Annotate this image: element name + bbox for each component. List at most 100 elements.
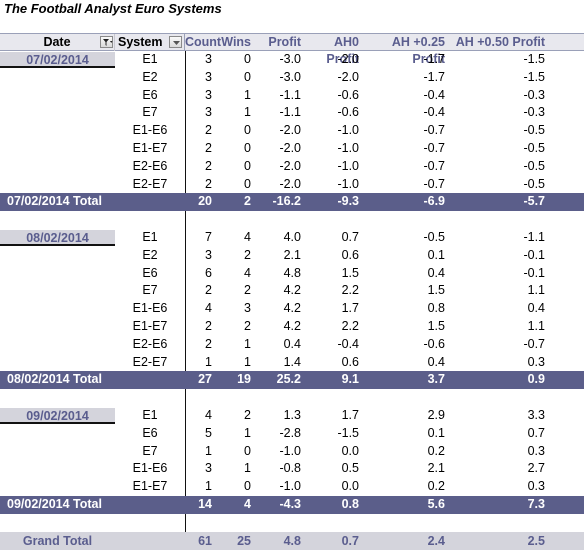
wins-cell[interactable]: 4 (244, 229, 251, 244)
system-cell[interactable]: E7 (142, 443, 158, 458)
system-cell[interactable]: E2 (142, 69, 158, 84)
ah0-total-cell[interactable]: 0.8 (341, 496, 359, 511)
ah50-cell[interactable]: 0.3 (527, 354, 545, 369)
subtotal-label[interactable]: 09/02/2014 Total (7, 496, 102, 511)
count-cell[interactable]: 3 (205, 247, 212, 262)
ah0-cell[interactable]: 0.0 (341, 479, 359, 494)
ah25-cell[interactable]: -0.7 (423, 123, 445, 138)
ah0-cell[interactable]: 1.7 (341, 301, 359, 316)
count-total-cell[interactable]: 14 (198, 496, 212, 511)
ah25-cell[interactable]: 1.5 (427, 318, 445, 333)
ah0-cell[interactable]: -1.5 (337, 425, 359, 440)
count-cell[interactable]: 3 (205, 52, 212, 66)
wins-cell[interactable]: 2 (244, 283, 251, 298)
ah0-cell[interactable]: -2.0 (337, 69, 359, 84)
system-cell[interactable]: E2 (142, 247, 158, 262)
profit-cell[interactable]: 0.4 (283, 336, 301, 351)
system-cell[interactable]: E1-E7 (132, 318, 168, 333)
wins-cell[interactable]: 0 (244, 69, 251, 84)
wins-grand-cell[interactable]: 25 (237, 533, 251, 548)
ah50-cell[interactable]: 0.3 (527, 443, 545, 458)
count-cell[interactable]: 2 (205, 158, 212, 173)
profit-total-cell[interactable]: -4.3 (279, 496, 301, 511)
ah0-grand-cell[interactable]: 0.7 (341, 533, 359, 548)
ah0-cell[interactable]: -0.6 (337, 87, 359, 102)
date-group-label[interactable]: 09/02/2014 (0, 407, 115, 424)
ah50-cell[interactable]: 0.3 (527, 479, 545, 494)
system-cell[interactable]: E1-E6 (132, 123, 168, 138)
count-cell[interactable]: 2 (205, 336, 212, 351)
ah50-cell[interactable]: 3.3 (527, 407, 545, 422)
ah50-cell[interactable]: -0.1 (523, 265, 545, 280)
system-cell[interactable]: E1-E6 (132, 301, 168, 316)
count-total-cell[interactable]: 20 (198, 194, 212, 209)
count-cell[interactable]: 2 (205, 283, 212, 298)
ah25-cell[interactable]: -0.7 (423, 176, 445, 191)
ah50-cell[interactable]: 0.7 (527, 425, 545, 440)
ah0-cell[interactable]: -0.4 (337, 336, 359, 351)
wins-cell[interactable]: 3 (244, 301, 251, 316)
ah0-cell[interactable]: -2.0 (337, 52, 359, 66)
ah50-cell[interactable]: -0.3 (523, 105, 545, 120)
system-cell[interactable]: E2-E7 (132, 354, 168, 369)
ah0-cell[interactable]: 0.5 (341, 461, 359, 476)
ah25-cell[interactable]: 2.1 (427, 461, 445, 476)
date-group-label[interactable]: 07/02/2014 (0, 52, 115, 68)
profit-cell[interactable]: 4.0 (283, 229, 301, 244)
wins-cell[interactable]: 1 (244, 336, 251, 351)
count-cell[interactable]: 2 (205, 318, 212, 333)
ah50-cell[interactable]: -0.5 (523, 140, 545, 155)
system-cell[interactable]: E1-E6 (132, 461, 168, 476)
wins-cell[interactable]: 2 (244, 247, 251, 262)
ah25-cell[interactable]: -0.4 (423, 105, 445, 120)
system-cell[interactable]: E6 (142, 265, 158, 280)
ah0-cell[interactable]: 1.5 (341, 265, 359, 280)
ah50-cell[interactable]: 1.1 (527, 283, 545, 298)
system-cell[interactable]: E2-E7 (132, 176, 168, 191)
ah0-cell[interactable]: -1.0 (337, 140, 359, 155)
profit-cell[interactable]: -2.0 (279, 140, 301, 155)
header-system[interactable]: System (115, 34, 185, 51)
profit-cell[interactable]: 1.4 (283, 354, 301, 369)
wins-cell[interactable]: 1 (244, 87, 251, 102)
ah25-cell[interactable]: 0.8 (427, 301, 445, 316)
system-cell[interactable]: E1-E7 (132, 140, 168, 155)
system-cell[interactable]: E2-E6 (132, 336, 168, 351)
ah50-grand-cell[interactable]: 2.5 (527, 533, 545, 548)
profit-cell[interactable]: -1.0 (279, 443, 301, 458)
ah25-total-cell[interactable]: 5.6 (427, 496, 445, 511)
ah25-cell[interactable]: 0.2 (427, 479, 445, 494)
wins-total-cell[interactable]: 2 (244, 194, 251, 209)
wins-cell[interactable]: 1 (244, 461, 251, 476)
profit-total-cell[interactable]: -16.2 (272, 194, 302, 209)
count-cell[interactable]: 1 (205, 479, 212, 494)
count-cell[interactable]: 3 (205, 461, 212, 476)
ah50-cell[interactable]: 1.1 (527, 318, 545, 333)
ah0-cell[interactable]: 0.6 (341, 247, 359, 262)
wins-cell[interactable]: 0 (244, 52, 251, 66)
wins-cell[interactable]: 0 (244, 176, 251, 191)
wins-cell[interactable]: 4 (244, 265, 251, 280)
ah25-cell[interactable]: 2.9 (427, 407, 445, 422)
count-cell[interactable]: 3 (205, 105, 212, 120)
system-cell[interactable]: E1 (142, 407, 158, 422)
ah0-cell[interactable]: -1.0 (337, 123, 359, 138)
ah0-cell[interactable]: 0.6 (341, 354, 359, 369)
profit-cell[interactable]: -2.0 (279, 158, 301, 173)
wins-cell[interactable]: 1 (244, 354, 251, 369)
ah25-cell[interactable]: -0.4 (423, 87, 445, 102)
wins-cell[interactable]: 2 (244, 318, 251, 333)
ah0-cell[interactable]: -1.0 (337, 176, 359, 191)
subtotal-label[interactable]: 07/02/2014 Total (7, 194, 102, 209)
ah50-cell[interactable]: -1.1 (523, 229, 545, 244)
ah25-cell[interactable]: 0.4 (427, 265, 445, 280)
profit-cell[interactable]: -1.1 (279, 87, 301, 102)
ah25-cell[interactable]: 0.1 (427, 425, 445, 440)
ah25-total-cell[interactable]: -6.9 (423, 194, 445, 209)
count-cell[interactable]: 7 (205, 229, 212, 244)
system-cell[interactable]: E2-E6 (132, 158, 168, 173)
subtotal-label[interactable]: 08/02/2014 Total (7, 372, 102, 387)
ah0-cell[interactable]: 2.2 (341, 283, 359, 298)
ah50-cell[interactable]: -0.5 (523, 176, 545, 191)
ah0-cell[interactable]: 0.7 (341, 229, 359, 244)
